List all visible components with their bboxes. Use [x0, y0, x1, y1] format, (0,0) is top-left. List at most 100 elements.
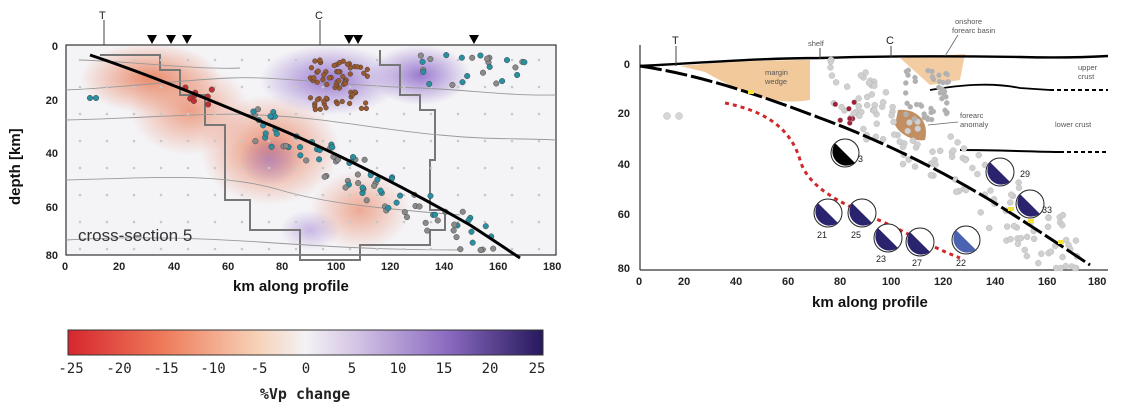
grid-dot — [78, 193, 82, 197]
hypocenter — [308, 65, 315, 71]
colorbar: -25 -20 -15 -10 -5 0 5 10 15 20 25 %Vp c… — [58, 329, 545, 403]
svg-text:140: 140 — [435, 261, 453, 273]
hypocenter — [1035, 259, 1042, 267]
grid-dot — [321, 193, 325, 197]
svg-text:40: 40 — [46, 148, 58, 160]
hypocenter — [477, 247, 484, 254]
label-upper: upper — [1078, 63, 1098, 72]
hypocenter — [297, 152, 304, 159]
hypocenter — [929, 148, 936, 155]
hypocenter — [944, 100, 950, 106]
hypocenter — [904, 127, 911, 135]
hypocenter — [975, 151, 982, 159]
left-hypocenters — [86, 52, 528, 254]
grid-dot — [402, 112, 406, 116]
right-y-ticks: 0 20 40 60 80 — [618, 59, 630, 275]
hypocenter — [969, 164, 976, 172]
left-x-axis-label: km along profile — [233, 278, 349, 295]
svg-text:80: 80 — [618, 263, 630, 275]
hypocenter — [1008, 191, 1015, 198]
hypocenter — [347, 100, 353, 107]
hypocenter — [331, 62, 337, 69]
hypocenter — [899, 143, 907, 151]
grid-dot — [213, 193, 217, 197]
hypocenter — [950, 147, 957, 154]
hypocenter — [503, 57, 510, 64]
grid-dot — [294, 220, 298, 224]
grid-dot — [348, 247, 352, 251]
hypocenter — [1023, 252, 1031, 260]
svg-text:100: 100 — [327, 261, 345, 273]
hypocenter — [832, 79, 840, 86]
hypocenter — [416, 203, 423, 210]
grid-dot — [132, 58, 136, 62]
grid-dot — [537, 58, 541, 62]
hypocenter — [371, 182, 378, 189]
grid-dot — [483, 193, 487, 197]
hypocenter — [911, 116, 918, 122]
grid-dot — [429, 139, 433, 143]
hypocenter — [250, 108, 257, 115]
grid-dot — [213, 112, 217, 116]
hypocenter — [469, 239, 476, 246]
grid-dot — [240, 166, 244, 170]
hypocenter — [1071, 264, 1079, 272]
svg-text:180: 180 — [1088, 276, 1106, 288]
hypocenter — [480, 69, 487, 76]
grid-dot — [78, 139, 82, 143]
grid-dot — [375, 220, 379, 224]
svg-text:60: 60 — [222, 261, 234, 273]
left-x-ticks: 0 20 40 60 80 100 120 140 160 180 — [62, 261, 561, 273]
grid-dot — [510, 166, 514, 170]
grid-dot — [213, 247, 217, 251]
hypocenter — [846, 105, 852, 112]
mechanism-label: 27 — [912, 258, 922, 268]
hypocenter — [317, 57, 323, 63]
right-trench-marker: T — [672, 35, 679, 47]
hypocenter — [86, 94, 93, 101]
hypocenter — [856, 112, 863, 120]
hypocenter — [312, 58, 318, 64]
hypocenter — [942, 107, 948, 114]
mechanism-label: 23 — [876, 254, 886, 264]
svg-text:60: 60 — [782, 276, 794, 288]
hypocenter — [903, 111, 909, 118]
hypocenter — [350, 154, 357, 161]
hypocenter — [317, 106, 323, 112]
grid-dot — [537, 139, 541, 143]
hypocenter — [832, 101, 839, 108]
grid-dot — [294, 112, 298, 116]
hypocenter — [936, 72, 942, 78]
hypocenter — [469, 54, 476, 61]
hypocenter — [837, 117, 844, 124]
hypocenter — [1052, 264, 1060, 272]
hypocenter — [363, 100, 369, 106]
hypocenter — [339, 98, 345, 105]
hypocenter — [1017, 234, 1025, 242]
grid-dot — [429, 112, 433, 116]
hypocenter — [312, 106, 318, 113]
hypocenter — [960, 145, 968, 152]
hypocenter — [314, 79, 320, 85]
grid-dot — [159, 58, 163, 62]
grid-dot — [105, 220, 109, 224]
grid-dot — [267, 85, 271, 89]
right-panel: 3 21 25 23 27 22 29 33 onshore forearc basin sh… — [618, 17, 1109, 311]
slab-yellow-marks — [748, 90, 1064, 244]
hypocenter — [364, 73, 370, 79]
hypocenter — [321, 72, 327, 78]
hypocenter — [267, 113, 274, 120]
hypocenter — [450, 227, 457, 234]
grid-dot — [510, 85, 514, 89]
grid-dot — [132, 220, 136, 224]
grid-dot — [186, 112, 190, 116]
grid-dot — [213, 166, 217, 170]
svg-text:40: 40 — [618, 159, 630, 171]
label-forearc-basin: forearc basin — [952, 26, 995, 35]
grid-dot — [240, 139, 244, 143]
focal-mechanism: 29 — [985, 157, 1030, 187]
hypocenter — [484, 55, 491, 62]
hypocenter — [862, 69, 869, 76]
hypocenter — [904, 100, 910, 107]
hypocenter — [930, 76, 937, 83]
